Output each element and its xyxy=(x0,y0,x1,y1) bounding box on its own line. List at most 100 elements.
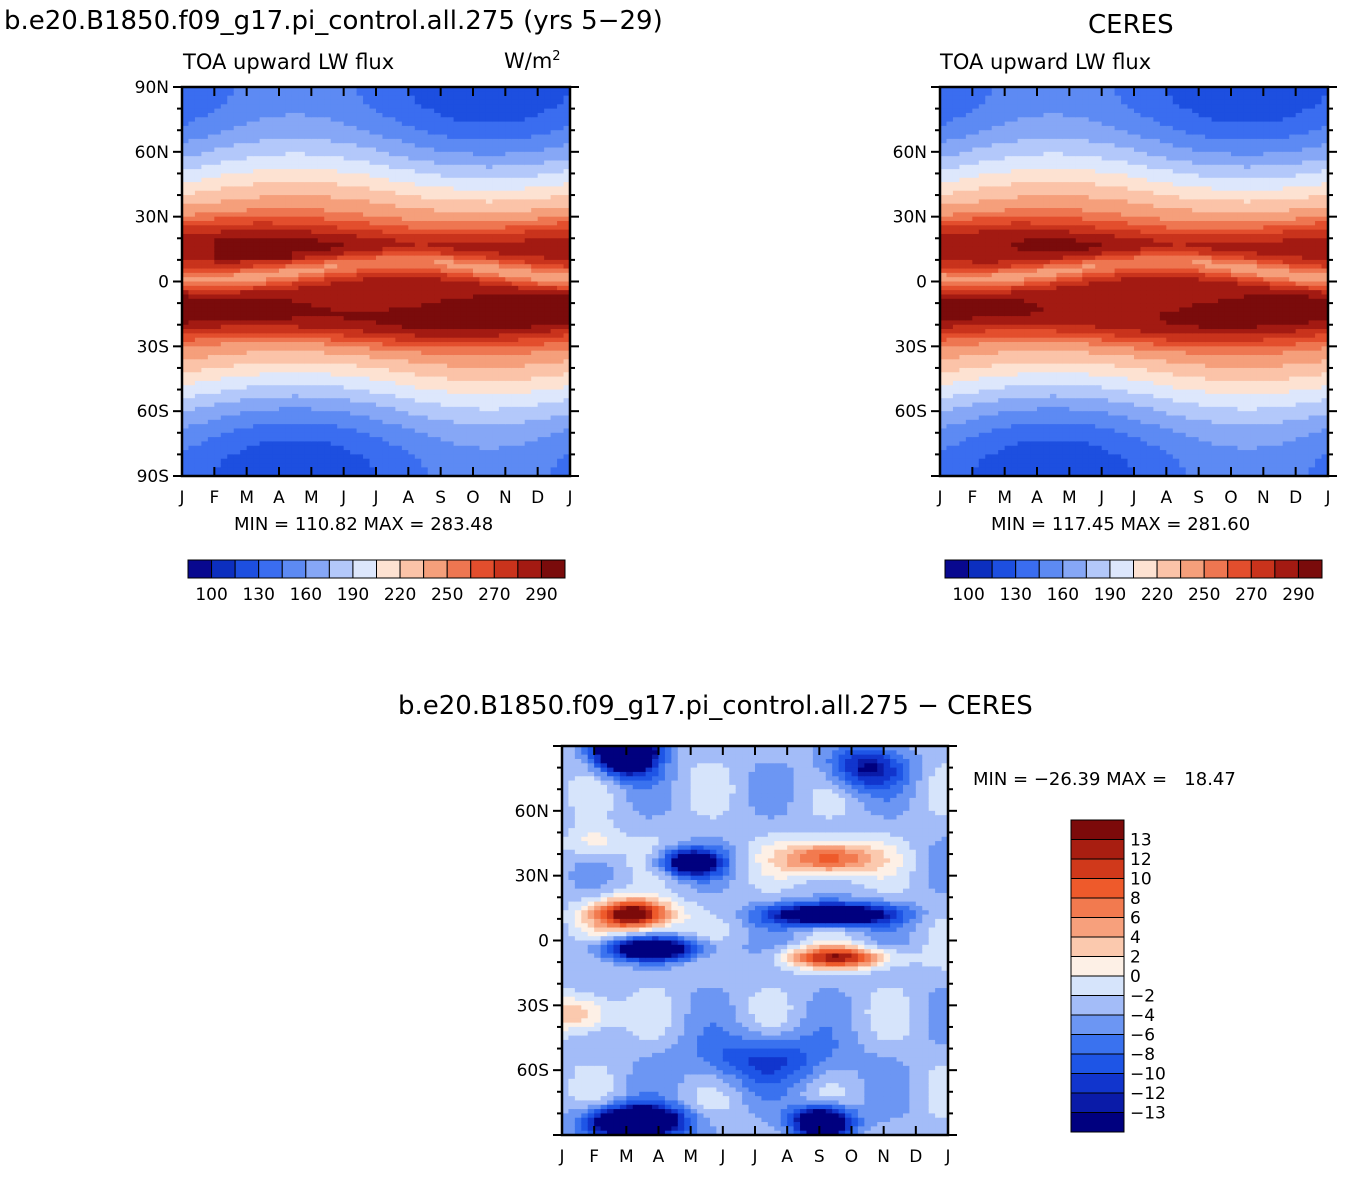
field-cell xyxy=(460,121,468,127)
field-cell xyxy=(324,130,332,136)
field-cell xyxy=(240,212,248,218)
field-cell xyxy=(182,164,190,170)
field-cell xyxy=(259,268,267,274)
field-cell xyxy=(188,134,196,140)
field-cell xyxy=(401,350,409,356)
field-cell xyxy=(246,264,254,270)
field-cell xyxy=(492,458,500,464)
field-cell xyxy=(485,354,493,360)
field-cell xyxy=(272,229,280,235)
field-cell xyxy=(311,173,319,179)
field-cell xyxy=(408,233,416,239)
field-cell xyxy=(401,255,409,261)
field-cell xyxy=(518,112,526,118)
field-cell xyxy=(447,190,455,196)
field-cell xyxy=(259,190,267,196)
field-cell xyxy=(531,445,539,451)
field-cell xyxy=(479,354,487,360)
field-cell xyxy=(246,169,254,175)
field-cell xyxy=(466,91,474,97)
field-cell xyxy=(266,216,274,222)
field-cell xyxy=(473,303,481,309)
field-cell xyxy=(479,367,487,373)
field-cell xyxy=(447,117,455,123)
field-cell xyxy=(350,389,358,395)
field-cell xyxy=(408,298,416,304)
field-cell xyxy=(285,177,293,183)
field-cell xyxy=(492,225,500,231)
field-cell xyxy=(298,342,306,347)
field-cell xyxy=(453,415,461,421)
field-cell xyxy=(266,445,274,451)
field-cell xyxy=(233,337,241,343)
field-cell xyxy=(453,316,461,321)
field-cell xyxy=(220,290,228,296)
field-cell xyxy=(453,99,461,105)
field-cell xyxy=(460,467,468,473)
field-cell xyxy=(188,169,196,175)
field-cell xyxy=(350,199,358,205)
field-cell xyxy=(291,203,299,209)
field-cell xyxy=(382,95,390,101)
field-cell xyxy=(356,195,364,200)
field-cell xyxy=(343,367,351,373)
field-cell xyxy=(233,246,241,252)
field-cell xyxy=(188,320,196,326)
field-cell xyxy=(259,255,267,261)
field-cell xyxy=(291,212,299,218)
field-cell xyxy=(382,199,390,205)
field-cell xyxy=(414,290,422,296)
field-cell xyxy=(479,471,487,477)
field-cell xyxy=(531,402,539,408)
field-cell xyxy=(194,216,202,222)
field-cell xyxy=(466,229,474,235)
field-cell xyxy=(427,203,435,209)
field-cell xyxy=(220,272,228,278)
field-cell xyxy=(214,454,222,460)
field-cell xyxy=(272,233,280,239)
field-cell xyxy=(298,212,306,218)
field-cell xyxy=(285,151,293,157)
field-cell xyxy=(427,380,435,386)
field-cell xyxy=(337,311,345,317)
field-cell xyxy=(214,424,222,430)
field-cell xyxy=(518,277,526,283)
field-cell xyxy=(492,467,500,473)
field-cell xyxy=(266,130,274,136)
field-cell xyxy=(272,376,280,382)
field-cell xyxy=(395,329,403,334)
field-cell xyxy=(220,342,228,347)
field-cell xyxy=(194,437,202,443)
field-cell xyxy=(227,311,235,317)
field-cell xyxy=(291,242,299,248)
field-cell xyxy=(220,303,228,309)
field-cell xyxy=(259,203,267,209)
field-cell xyxy=(317,294,325,300)
field-cell xyxy=(401,337,409,343)
field-cell xyxy=(227,151,235,157)
field-cell xyxy=(337,329,345,334)
field-cell xyxy=(531,432,539,438)
field-cell xyxy=(253,246,261,252)
field-cell xyxy=(233,208,241,213)
field-cell xyxy=(317,190,325,196)
field-cell xyxy=(518,143,526,149)
field-cell xyxy=(369,324,377,330)
field-cell xyxy=(233,307,241,313)
field-cell xyxy=(427,406,435,412)
field-cell xyxy=(266,277,274,283)
field-cell xyxy=(537,225,545,231)
field-cell xyxy=(414,441,422,447)
field-cell xyxy=(188,138,196,144)
field-cell xyxy=(220,294,228,300)
field-cell xyxy=(337,281,345,287)
field-cell xyxy=(214,173,222,179)
field-cell xyxy=(531,437,539,443)
field-cell xyxy=(233,272,241,278)
field-cell xyxy=(330,177,338,183)
field-cell xyxy=(298,367,306,373)
field-cell xyxy=(479,402,487,408)
field-cell xyxy=(531,372,539,378)
field-cell xyxy=(201,259,209,265)
field-cell xyxy=(524,467,532,473)
